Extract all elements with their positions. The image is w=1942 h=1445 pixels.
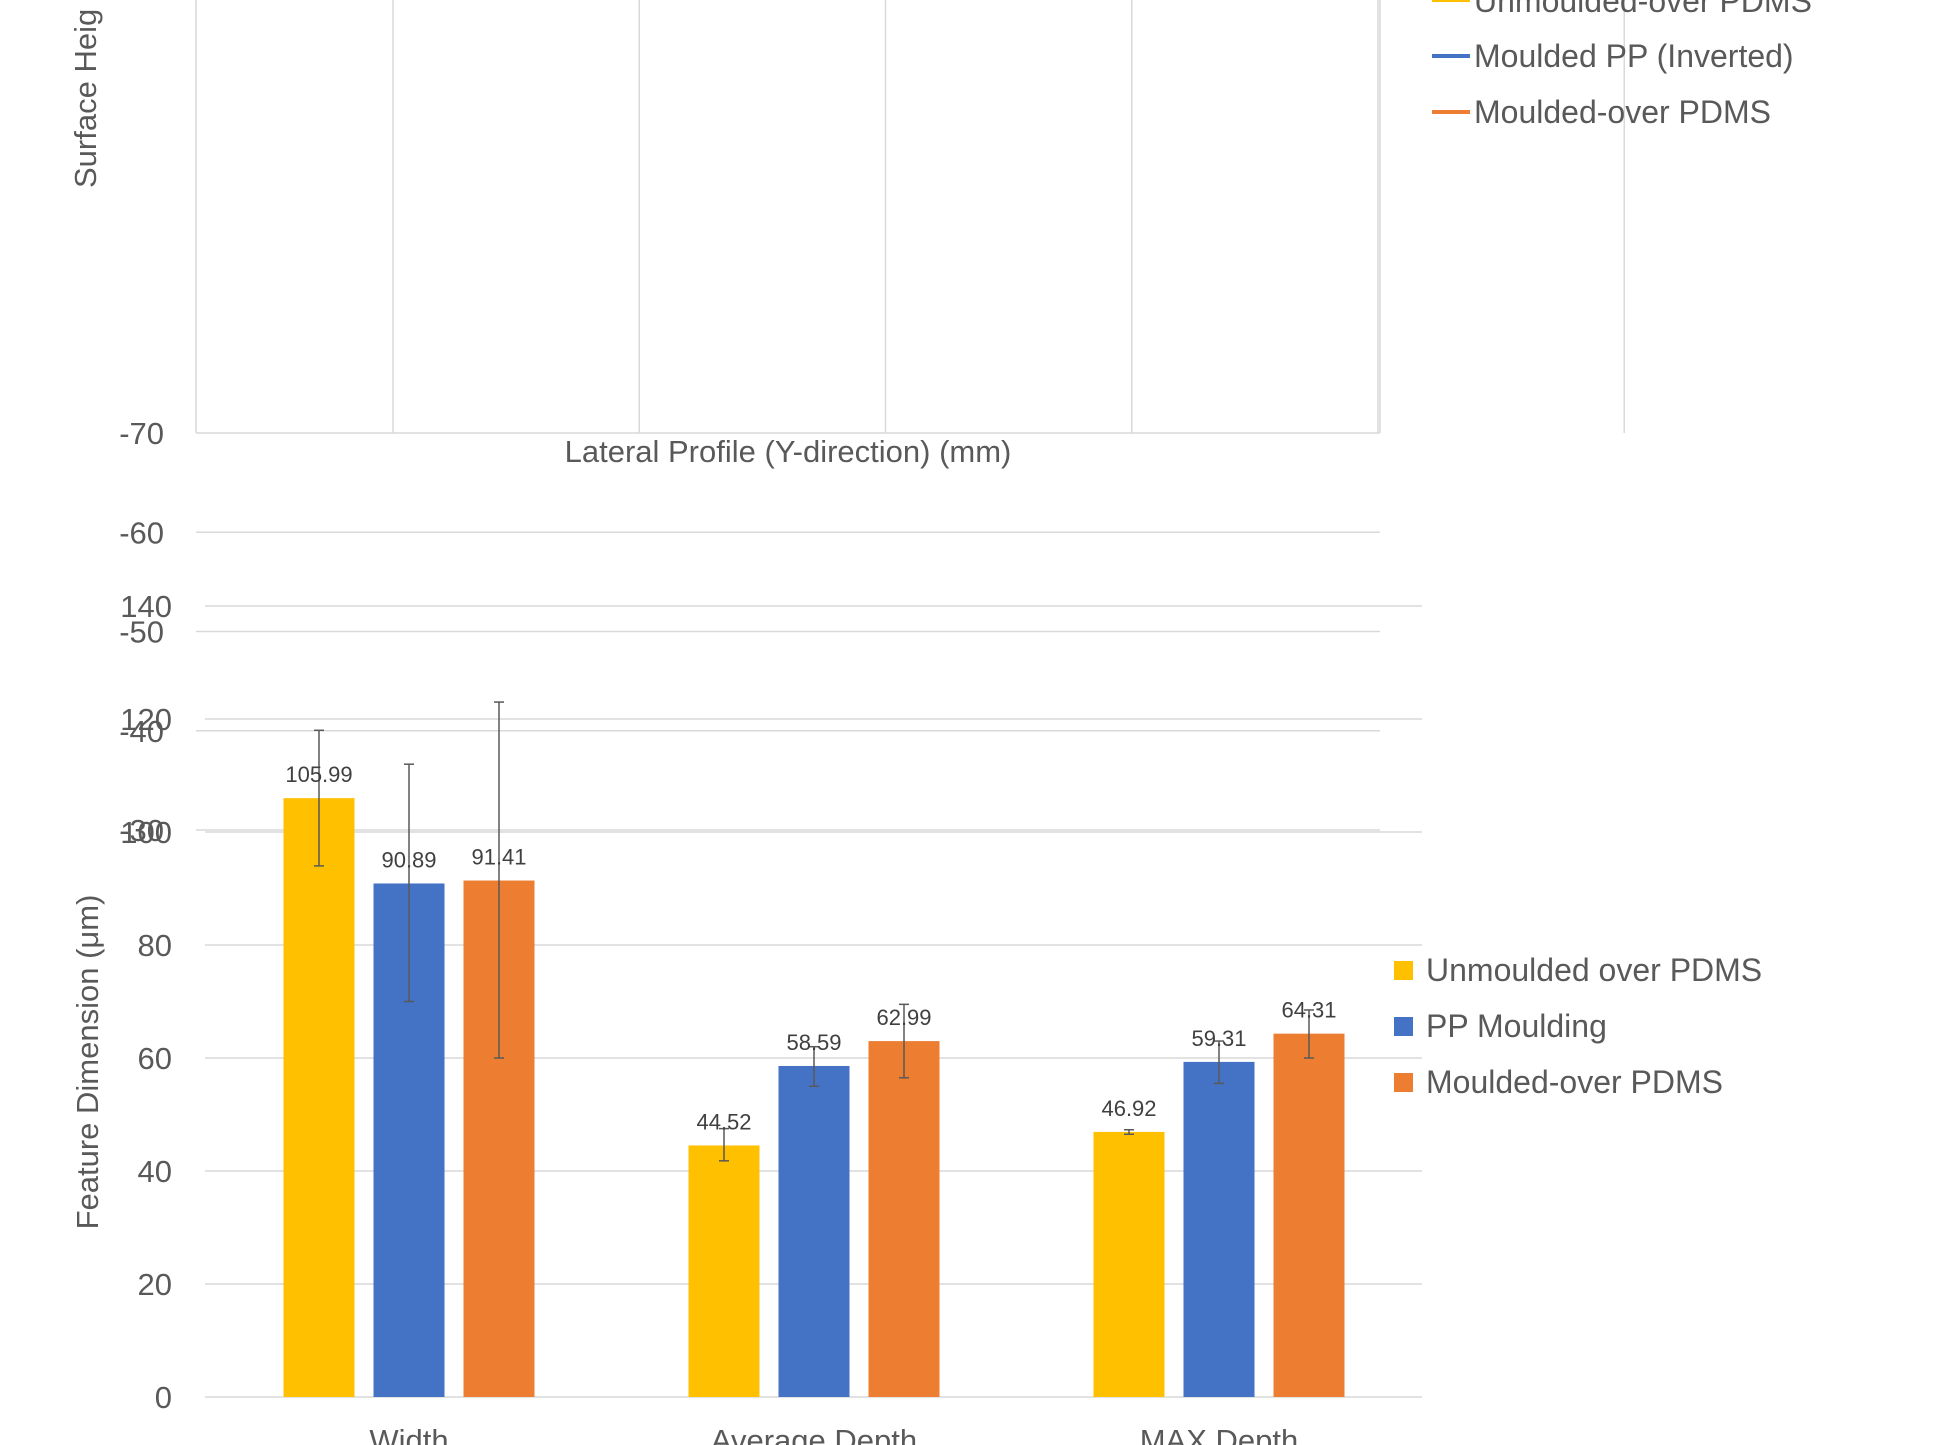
bar-chart-category-labels: Width Average Depth MAX Depth: [369, 1423, 1298, 1445]
y-tick-label: 140: [120, 589, 172, 624]
data-label: 64.31: [1281, 998, 1336, 1023]
data-label: 59.31: [1191, 1026, 1246, 1051]
legend-item-moulded-pp-inverted: Moulded PP (Inverted): [1432, 38, 1794, 74]
legend-label: Moulded-over PDMS: [1474, 94, 1771, 130]
bar-pp-moulding-average-depth: [778, 1065, 850, 1397]
y-tick-label: 100: [120, 815, 172, 850]
line-chart-legend: Unmoulded-over PDMS Moulded PP (Inverted…: [1432, 0, 1812, 130]
y-tick-label: 40: [138, 1154, 172, 1189]
line-chart-x-axis-title: Lateral Profile (Y-direction) (mm): [565, 434, 1012, 469]
bar-moulded-over-pdms-average-depth: [868, 1041, 940, 1397]
data-label: 91.41: [471, 845, 526, 870]
category-label: Average Depth: [711, 1423, 917, 1445]
legend-item-moulded-over-pdms: Moulded-over PDMS: [1394, 1064, 1723, 1100]
line-chart-gridlines: [195, 0, 1625, 831]
y-tick-label: 0: [155, 1380, 172, 1415]
data-label: 90.89: [381, 847, 436, 872]
bar-chart-y-ticks: 0 20 40 60 80 100 120 140: [120, 589, 172, 1415]
legend-item-unmoulded-over-pdms: Unmoulded-over PDMS: [1432, 0, 1812, 19]
legend-item-moulded-over-pdms: Moulded-over PDMS: [1432, 94, 1771, 130]
bar-moulded-over-pdms-max-depth: [1273, 1033, 1345, 1397]
bar-chart-y-axis-title: Feature Dimension (μm): [70, 895, 105, 1230]
bar-unmoulded-over-pdms-max-depth: [1093, 1131, 1165, 1397]
bar-chart-legend: Unmoulded over PDMS PP Moulding Moulded-…: [1394, 952, 1762, 1100]
y-tick-label: -30: [119, 813, 164, 848]
bar-chart-bars: 105.99 44.52 46.92 90.89 58.59 59.31 91.41 62.9…: [283, 701, 1345, 1397]
legend-swatch-moulded-over-pdms: [1394, 1073, 1413, 1092]
y-tick-label: 60: [138, 1041, 172, 1076]
line-chart-y-ticks: -30 -40 -50 -60 -70: [119, 416, 164, 848]
y-tick-label: -50: [119, 615, 164, 650]
data-label: 46.92: [1101, 1096, 1156, 1121]
legend-label: PP Moulding: [1426, 1008, 1607, 1044]
legend-swatch-pp-moulding: [1394, 1017, 1413, 1036]
y-tick-label: -40: [119, 714, 164, 749]
y-tick-label: 80: [138, 928, 172, 963]
y-tick-label: -70: [119, 416, 164, 451]
legend-label: Unmoulded over PDMS: [1426, 952, 1762, 988]
legend-label: Moulded PP (Inverted): [1474, 38, 1794, 74]
line-chart-y-axis-title: Surface Heig: [68, 9, 103, 188]
legend-label: Unmoulded-over PDMS: [1474, 0, 1812, 19]
y-tick-label: -60: [119, 515, 164, 550]
legend-label: Moulded-over PDMS: [1426, 1064, 1723, 1100]
bar-chart: 0 20 40 60 80 100 120 140 105.99 44.52 46.92 90.89…: [70, 589, 1762, 1445]
data-label: 58.59: [786, 1030, 841, 1055]
category-label: Width: [369, 1423, 448, 1445]
line-chart: -30 -40 -50 -60 -70 Lateral Profile (Y-direc…: [68, 0, 1812, 848]
data-label: 62.99: [876, 1005, 931, 1030]
category-label: MAX Depth: [1140, 1423, 1299, 1445]
y-tick-label: 120: [120, 702, 172, 737]
legend-item-pp-moulding: PP Moulding: [1394, 1008, 1607, 1044]
legend-swatch-unmoulded-over-pdms: [1394, 961, 1413, 980]
bar-unmoulded-over-pdms-width: [283, 798, 355, 1397]
bar-pp-moulding-max-depth: [1183, 1061, 1255, 1397]
bar-unmoulded-over-pdms-average-depth: [688, 1145, 760, 1397]
y-tick-label: 20: [138, 1267, 172, 1302]
data-label: 44.52: [696, 1109, 751, 1134]
legend-item-unmoulded-over-pdms: Unmoulded over PDMS: [1394, 952, 1762, 988]
data-label: 105.99: [285, 762, 352, 787]
